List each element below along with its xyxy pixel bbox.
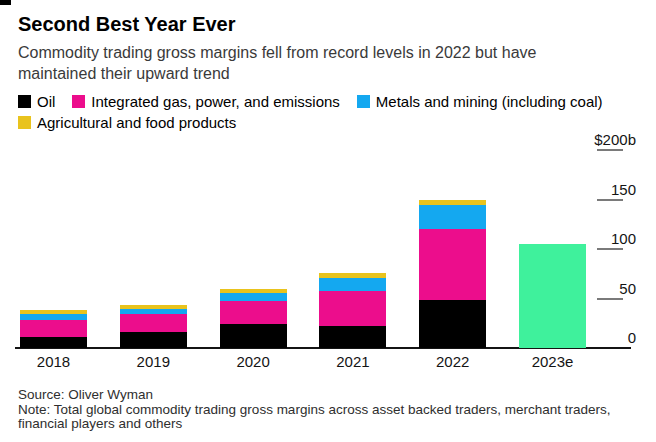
y-tick-label-200: $200b (594, 132, 636, 147)
bar-2021-segment-metals-and-mining-including-coal (319, 278, 386, 291)
plot-area: 0 50 100 150 $200b (0, 134, 656, 348)
bar-2023e-segment-2023e-total-estimate (519, 244, 586, 348)
chart-subtitle: Commodity trading gross margins fell fro… (18, 42, 638, 84)
x-label-2019: 2019 (120, 354, 187, 369)
x-label-2018: 2018 (20, 354, 87, 369)
bar-2018 (20, 310, 87, 348)
chart-legend: Oil Integrated gas, power, and emissions M… (18, 94, 638, 130)
y-tick-150 (597, 199, 623, 201)
y-tick-label-150: 150 (611, 182, 636, 197)
brand-corner-mark (0, 0, 11, 5)
bar-2020-segment-oil (220, 324, 287, 348)
integrated-gas-power-and-emissions-swatch-icon (72, 95, 85, 108)
x-label-2023e: 2023e (519, 354, 586, 369)
bar-2022-segment-oil (419, 300, 486, 348)
y-tick-50 (597, 298, 623, 300)
y-tick-label-100: 100 (611, 231, 636, 246)
x-label-2020: 2020 (220, 354, 287, 369)
x-label-2021: 2021 (319, 354, 386, 369)
metals-and-mining-including-coal-swatch-icon (357, 95, 370, 108)
agricultural-and-food-products-swatch-icon (18, 116, 31, 129)
chart-card: Second Best Year Ever Commodity trading … (0, 0, 656, 442)
y-tick-100 (597, 248, 623, 250)
y-tick-200 (597, 149, 623, 151)
y-tick-label-0: 0 (628, 330, 636, 345)
bar-2021-segment-oil (319, 326, 386, 348)
bar-2019-segment-oil (120, 332, 187, 348)
bar-2023e (519, 244, 586, 348)
legend-item-agricultural-and-food-products: Agricultural and food products (18, 115, 236, 130)
bar-2020 (220, 289, 287, 348)
stacked-bar-chart: 0 50 100 150 $200b 2018 2019 2020 2021 2022 2023e (0, 134, 656, 374)
y-tick-label-50: 50 (619, 281, 636, 296)
bar-2020-segment-metals-and-mining-including-coal (220, 293, 287, 302)
note-line: Note: Total global commodity trading gro… (18, 403, 638, 431)
source-line: Source: Oliver Wyman (18, 388, 638, 402)
chart-title: Second Best Year Ever (18, 13, 638, 36)
chart-footer: Source: Oliver Wyman Note: Total global … (18, 388, 638, 431)
oil-swatch-icon (18, 95, 31, 108)
bar-2022-segment-integrated-gas-power-and-emissions (419, 229, 486, 300)
legend-label: Oil (37, 94, 55, 109)
legend-item-metals-and-mining-including-coal: Metals and mining (including coal) (357, 94, 603, 109)
legend-item-integrated-gas-power-and-emissions: Integrated gas, power, and emissions (72, 94, 339, 109)
bar-2018-segment-integrated-gas-power-and-emissions (20, 320, 87, 337)
bar-2022 (419, 200, 486, 348)
legend-item-oil: Oil (18, 94, 55, 109)
bar-2020-segment-integrated-gas-power-and-emissions (220, 301, 287, 324)
legend-label: Integrated gas, power, and emissions (91, 94, 339, 109)
bar-2022-segment-metals-and-mining-including-coal (419, 205, 486, 229)
bar-2019 (120, 305, 187, 348)
bar-2019-segment-integrated-gas-power-and-emissions (120, 314, 187, 332)
bar-2018-segment-oil (20, 337, 87, 348)
x-label-2022: 2022 (419, 354, 486, 369)
legend-label: Metals and mining (including coal) (376, 94, 603, 109)
bar-2021 (319, 273, 386, 348)
legend-label: Agricultural and food products (37, 115, 236, 130)
x-axis: 2018 2019 2020 2021 2022 2023e (0, 348, 656, 374)
bar-2021-segment-integrated-gas-power-and-emissions (319, 291, 386, 327)
